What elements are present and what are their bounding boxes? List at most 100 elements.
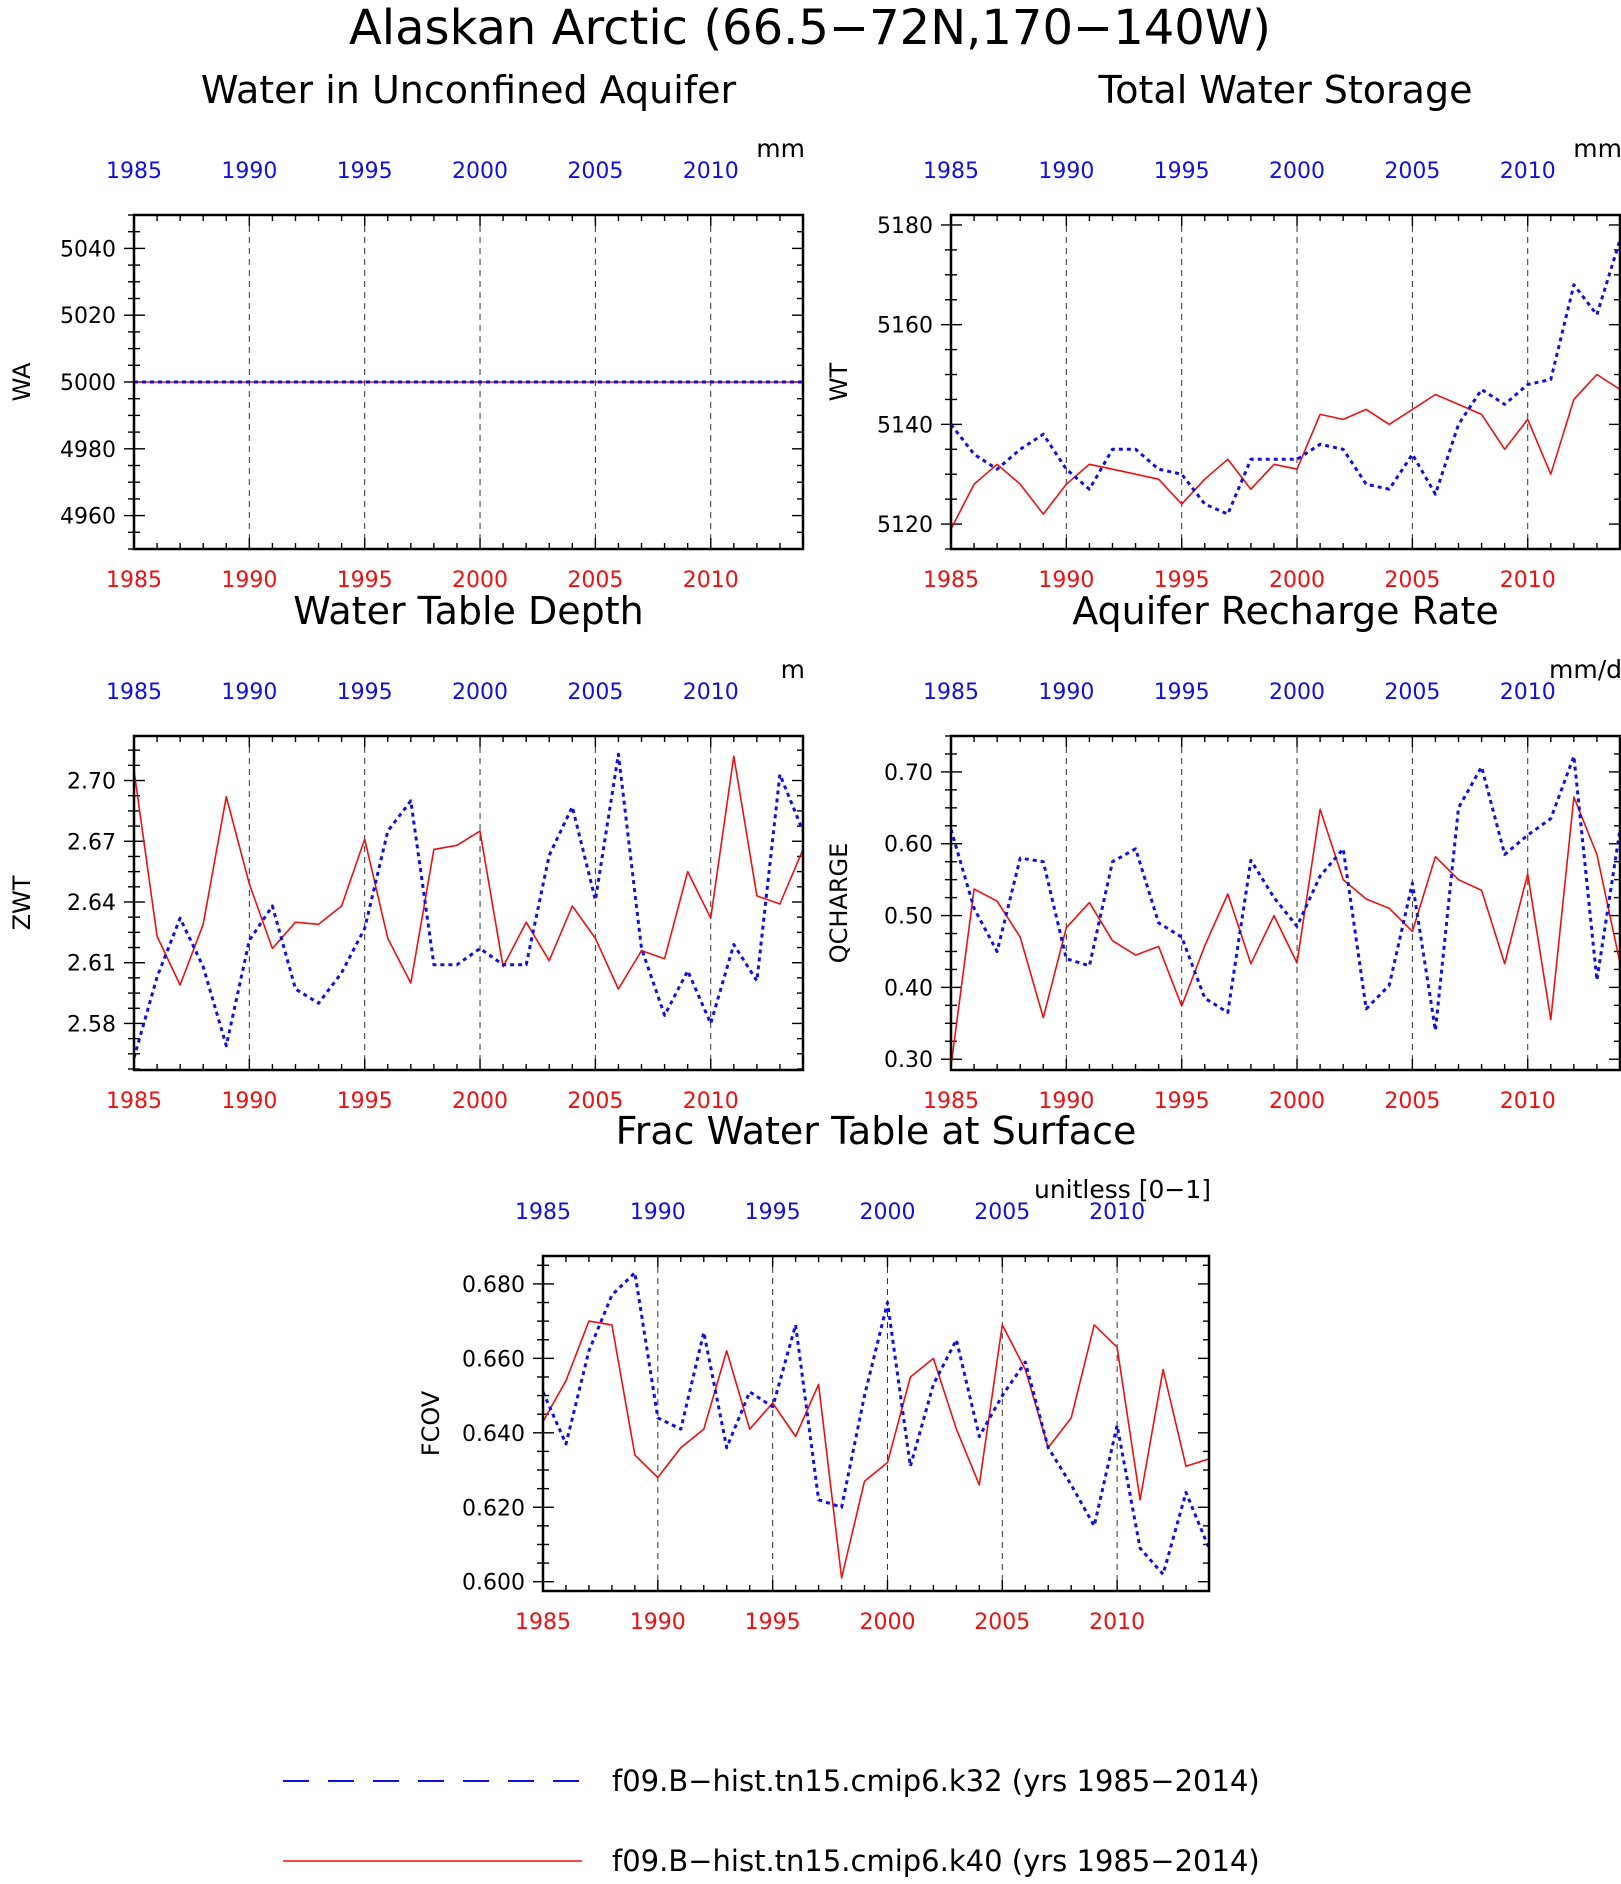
x-tick-label-top: 2010 — [683, 680, 739, 705]
panel-title: Water in Unconfined Aquifer — [201, 68, 737, 112]
x-tick-label-top: 1995 — [745, 1200, 801, 1225]
unit-label: m — [781, 655, 805, 684]
x-tick-label-top: 2005 — [974, 1200, 1030, 1225]
x-tick-label-top: 1995 — [337, 159, 393, 184]
y-tick-label: 5040 — [60, 237, 116, 262]
x-tick-label-bottom: 1990 — [221, 1089, 277, 1114]
unit-label: mm — [756, 134, 805, 163]
x-tick-label-top: 2000 — [452, 159, 508, 184]
legend-label: f09.B−hist.tn15.cmip6.k32 (yrs 1985−2014… — [612, 1764, 1260, 1798]
panel-1: Total Water Storage mm 5120 5140 5160 5180 198… — [825, 68, 1621, 593]
x-tick-label-top: 2005 — [567, 680, 623, 705]
x-tick-label-bottom: 1990 — [1038, 1089, 1094, 1114]
x-tick-label-bottom: 2000 — [452, 1089, 508, 1114]
x-tick-label-top: 2000 — [452, 680, 508, 705]
legend-item: f09.B−hist.tn15.cmip6.k32 (yrs 1985−2014… — [283, 1764, 1260, 1798]
x-tick-label-bottom: 1985 — [923, 568, 979, 593]
x-tick-label-top: 1990 — [221, 680, 277, 705]
x-tick-label-top: 2005 — [567, 159, 623, 184]
series-line-k32 — [543, 1271, 1209, 1576]
panel-title: Frac Water Table at Surface — [616, 1109, 1137, 1153]
x-tick-label-bottom: 2000 — [1269, 568, 1325, 593]
y-tick-label: 0.60 — [884, 833, 933, 858]
y-tick-label: 5180 — [877, 214, 933, 239]
y-tick-label: 5020 — [60, 304, 116, 329]
x-tick-label-bottom: 1995 — [1154, 1089, 1210, 1114]
panel-title: Total Water Storage — [1098, 68, 1473, 112]
panel-0: Water in Unconfined Aquifer mm 4960 4980 500… — [8, 68, 805, 593]
plot-frame — [132, 213, 805, 551]
y-tick-label: 2.70 — [67, 770, 116, 795]
x-tick-label-bottom: 1990 — [221, 568, 277, 593]
x-tick-label-bottom: 2000 — [452, 568, 508, 593]
x-tick-label-bottom: 2000 — [859, 1610, 915, 1635]
x-tick-label-bottom: 2010 — [1500, 1089, 1556, 1114]
y-tick-label: 2.67 — [67, 830, 116, 855]
x-tick-label-top: 1985 — [106, 680, 162, 705]
x-tick-label-top: 2000 — [859, 1200, 915, 1225]
y-tick-label: 0.40 — [884, 976, 933, 1001]
panel-title: Water Table Depth — [293, 589, 644, 633]
y-axis-label: WT — [825, 362, 853, 401]
x-tick-label-top: 1990 — [221, 159, 277, 184]
x-tick-label-bottom: 1990 — [630, 1610, 686, 1635]
y-tick-label: 0.50 — [884, 905, 933, 930]
x-tick-label-bottom: 1995 — [337, 568, 393, 593]
x-tick-label-top: 1990 — [1038, 680, 1094, 705]
x-tick-label-top: 1985 — [923, 159, 979, 184]
x-tick-label-top: 2010 — [683, 159, 739, 184]
x-tick-label-top: 1995 — [1154, 159, 1210, 184]
x-tick-label-bottom: 2010 — [1500, 568, 1556, 593]
x-tick-label-bottom: 1995 — [745, 1610, 801, 1635]
x-tick-label-bottom: 2010 — [683, 1089, 739, 1114]
x-tick-label-top: 2010 — [1500, 680, 1556, 705]
x-tick-label-top: 1990 — [630, 1200, 686, 1225]
series-line-k40 — [951, 373, 1620, 530]
plot-frame — [949, 734, 1621, 1072]
series-line-k40 — [951, 796, 1620, 1067]
x-tick-label-bottom: 1995 — [337, 1089, 393, 1114]
x-tick-label-top: 2010 — [1089, 1200, 1145, 1225]
y-tick-label: 5120 — [877, 513, 933, 538]
panel-4: Frac Water Table at Surface unitless [0−1… — [417, 1109, 1211, 1635]
y-axis-label: FCOV — [417, 1390, 445, 1456]
panel-3: Aquifer Recharge Rate mm/d 0.30 0.40 0.50 0.6… — [825, 589, 1621, 1114]
y-tick-label: 0.70 — [884, 761, 933, 786]
x-tick-label-top: 1985 — [923, 680, 979, 705]
y-tick-label: 5160 — [877, 314, 933, 339]
legend-label: f09.B−hist.tn15.cmip6.k40 (yrs 1985−2014… — [612, 1844, 1260, 1878]
x-tick-label-bottom: 2005 — [1384, 568, 1440, 593]
x-tick-label-top: 2005 — [1384, 680, 1440, 705]
unit-label: unitless [0−1] — [1034, 1175, 1211, 1204]
series-line-k32 — [951, 239, 1620, 516]
y-tick-label: 4960 — [60, 505, 116, 530]
y-tick-label: 0.660 — [462, 1347, 525, 1372]
x-tick-label-top: 1990 — [1038, 159, 1094, 184]
y-tick-label: 2.61 — [67, 952, 116, 977]
unit-label: mm/d — [1549, 655, 1621, 684]
x-tick-label-bottom: 1995 — [1154, 568, 1210, 593]
x-tick-label-top: 1985 — [515, 1200, 571, 1225]
x-tick-label-top: 2005 — [1384, 159, 1440, 184]
panel-2: Water Table Depth m 2.58 2.61 2.64 2.67 2.70 19… — [8, 589, 805, 1114]
figure-title: Alaskan Arctic (66.5−72N,170−140W) — [349, 0, 1271, 56]
x-tick-label-bottom: 1985 — [106, 1089, 162, 1114]
legend: f09.B−hist.tn15.cmip6.k32 (yrs 1985−2014… — [283, 1764, 1260, 1878]
y-tick-label: 0.620 — [462, 1496, 525, 1521]
legend-item: f09.B−hist.tn15.cmip6.k40 (yrs 1985−2014… — [283, 1844, 1260, 1878]
x-tick-label-bottom: 2005 — [567, 1089, 623, 1114]
y-tick-label: 5140 — [877, 413, 933, 438]
plot-frame — [132, 734, 805, 1072]
x-tick-label-bottom: 1985 — [106, 568, 162, 593]
panels: Water in Unconfined Aquifer mm 4960 4980 500… — [8, 68, 1621, 1635]
x-tick-label-bottom: 1985 — [515, 1610, 571, 1635]
x-tick-label-bottom: 2000 — [1269, 1089, 1325, 1114]
series-line-k40 — [543, 1320, 1209, 1579]
panel-title: Aquifer Recharge Rate — [1072, 589, 1499, 633]
x-tick-label-top: 2010 — [1500, 159, 1556, 184]
x-tick-label-top: 1985 — [106, 159, 162, 184]
plot-frame — [541, 1254, 1211, 1593]
y-axis-label: QCHARGE — [825, 843, 853, 964]
x-tick-label-top: 1995 — [337, 680, 393, 705]
